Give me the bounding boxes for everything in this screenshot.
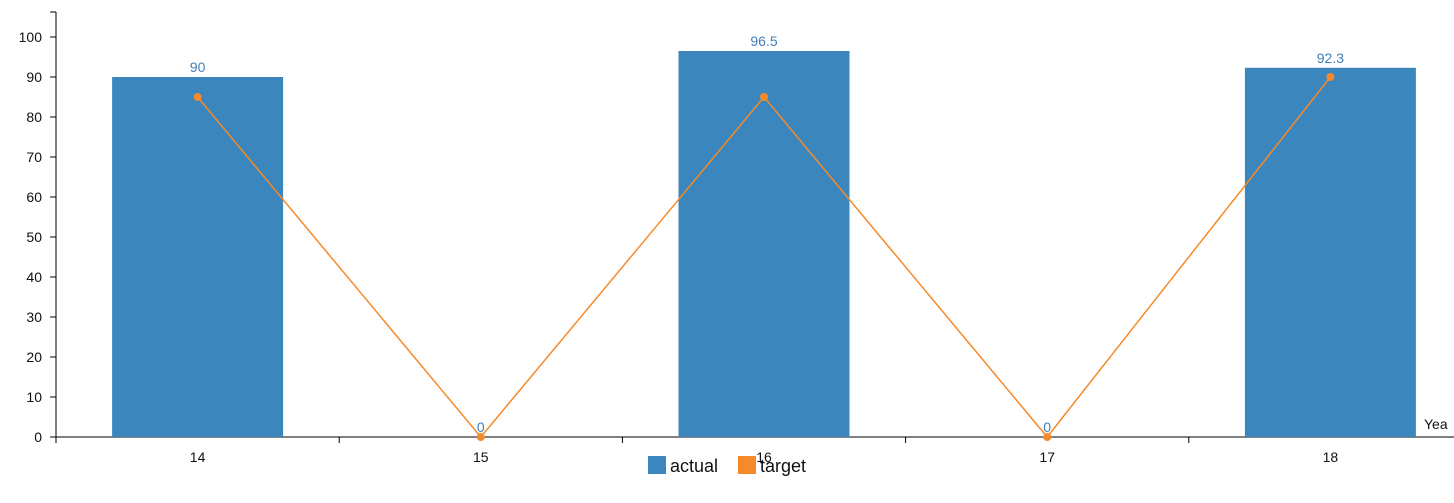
x-tick-label: 17 — [1039, 449, 1055, 465]
line-point-target — [1043, 433, 1052, 441]
y-tick-label: 10 — [26, 389, 42, 405]
legend-item-target[interactable]: target — [738, 456, 806, 476]
y-tick-label: 60 — [26, 189, 42, 205]
x-tick-label: 14 — [190, 449, 206, 465]
legend-label: actual — [670, 456, 718, 476]
x-tick-label: 16 — [756, 449, 772, 465]
bar-value-label: 96.5 — [750, 33, 777, 49]
bars — [112, 51, 1416, 438]
legend-label: target — [760, 456, 806, 476]
bar-value-label: 0 — [1043, 419, 1051, 435]
legend-swatch — [738, 456, 756, 474]
y-tick-label: 100 — [19, 29, 43, 45]
line-point-target — [476, 433, 485, 441]
y-tick-label: 40 — [26, 269, 42, 285]
x-tick-label: 15 — [473, 449, 489, 465]
y-tick-label: 80 — [26, 109, 42, 125]
x-tick-label: 18 — [1323, 449, 1339, 465]
y-axis: 0 10 20 30 40 50 60 70 80 90 100 — [19, 11, 57, 445]
bar-value-label: 92.3 — [1317, 50, 1344, 66]
y-tick-label: 70 — [26, 149, 42, 165]
y-tick-label: 0 — [34, 429, 42, 445]
y-tick-label: 90 — [26, 69, 42, 85]
legend: actual target — [648, 456, 806, 476]
bar-value-label: 0 — [477, 419, 485, 435]
data-labels: 90 0 96.5 0 92.3 — [190, 33, 1344, 435]
line-point-target — [760, 93, 768, 101]
legend-swatch — [648, 456, 666, 474]
x-axis-title: Yea — [1424, 416, 1448, 432]
bar-actual — [112, 77, 284, 437]
legend-item-actual[interactable]: actual — [648, 456, 718, 476]
y-tick-label: 30 — [26, 309, 42, 325]
bar-actual — [678, 51, 850, 437]
line-point-target — [193, 93, 202, 101]
y-tick-label: 50 — [26, 229, 42, 245]
bar-value-label: 90 — [190, 59, 206, 75]
y-tick-label: 20 — [26, 349, 42, 365]
bar-actual — [1244, 67, 1416, 438]
target-line-layer — [193, 73, 1335, 441]
line-point-target — [1326, 73, 1335, 81]
